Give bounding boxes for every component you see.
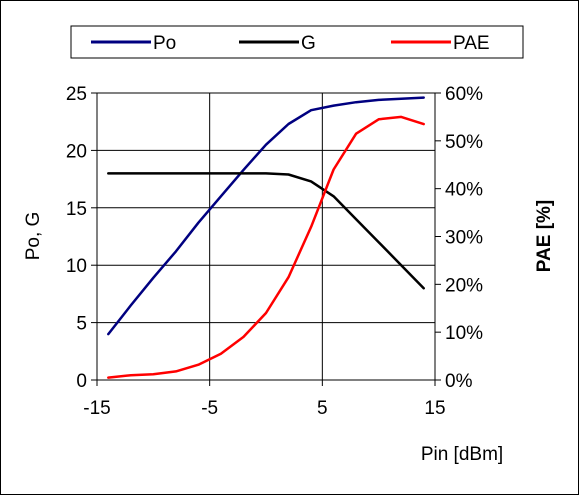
series-line-po <box>107 96 425 336</box>
y2-axis-ticks: 0% 10% 20% 30% 40% 50% 60% <box>435 84 483 392</box>
series-line-pae <box>107 115 425 379</box>
y-tick-label-5: 25 <box>66 84 87 105</box>
y2-tick-label-1: 10% <box>445 323 483 344</box>
x-tick-label-0: -15 <box>83 398 110 419</box>
y-tick-label-4: 20 <box>66 141 87 162</box>
y2-tick-label-2: 20% <box>445 275 483 296</box>
gridlines <box>96 92 436 381</box>
y2-tick-label-0: 0% <box>445 371 473 392</box>
y-tick-label-2: 10 <box>66 256 87 277</box>
x-tick-label-1: -5 <box>201 398 218 419</box>
y-axis-ticks: 0 5 10 15 20 25 <box>66 84 97 392</box>
x-tick-label-3: 15 <box>424 398 445 419</box>
x-axis-title: Pin [dBm] <box>421 444 503 465</box>
y2-tick-label-3: 30% <box>445 228 483 249</box>
legend: Po G PAE <box>70 25 524 59</box>
series-group <box>107 96 425 379</box>
y-tick-label-1: 5 <box>76 314 87 335</box>
y-tick-label-0: 0 <box>76 371 87 392</box>
y-axis-title: Po, G <box>23 212 44 261</box>
series-line-g <box>107 172 425 290</box>
y2-axis-title: PAE [%] <box>534 200 555 272</box>
x-axis-ticks: -15 -5 5 15 <box>83 380 446 419</box>
x-tick-label-2: 5 <box>317 398 328 419</box>
legend-label-pae: PAE <box>453 33 490 54</box>
legend-label-g: G <box>301 33 316 54</box>
y-tick-label-3: 15 <box>66 199 87 220</box>
plot-area <box>96 92 436 381</box>
legend-label-po: Po <box>153 33 176 54</box>
y2-tick-label-6: 60% <box>445 84 483 105</box>
y2-tick-label-4: 40% <box>445 180 483 201</box>
y2-tick-label-5: 50% <box>445 132 483 153</box>
